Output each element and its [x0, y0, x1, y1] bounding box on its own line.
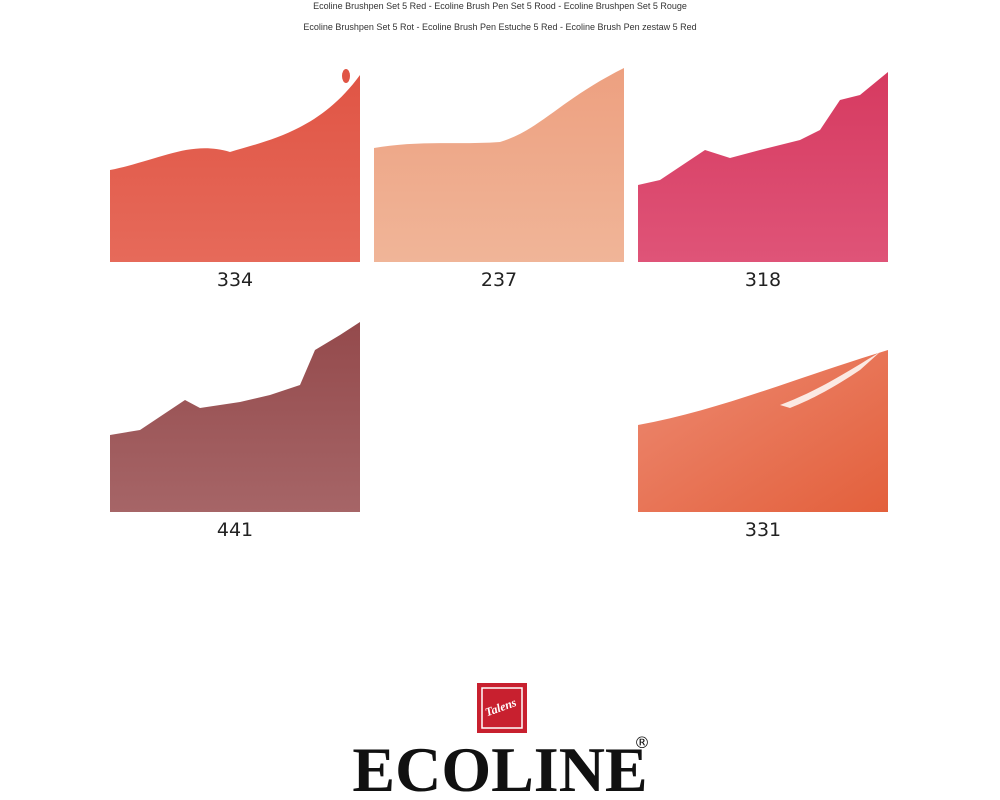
logo-badge	[477, 683, 527, 733]
brand: ECOLINE	[352, 734, 647, 800]
swatch-label: 334	[217, 269, 253, 291]
registered-mark: ®	[634, 733, 650, 752]
swatch	[110, 322, 360, 512]
highlight	[780, 352, 880, 408]
swatch-label: 318	[745, 269, 781, 291]
swatch	[374, 68, 624, 262]
swatch-label: 237	[481, 269, 517, 291]
swatch	[110, 75, 360, 262]
swatch	[638, 72, 888, 262]
swatch-label: 441	[217, 519, 253, 541]
swatch-label: 331	[745, 519, 781, 541]
logo-border	[481, 687, 523, 729]
header-line: Ecoline Brushpen Set 5 Red - Ecoline Bru…	[313, 1, 687, 11]
header-line: Ecoline Brushpen Set 5 Rot - Ecoline Bru…	[303, 22, 696, 32]
splash	[342, 69, 350, 83]
